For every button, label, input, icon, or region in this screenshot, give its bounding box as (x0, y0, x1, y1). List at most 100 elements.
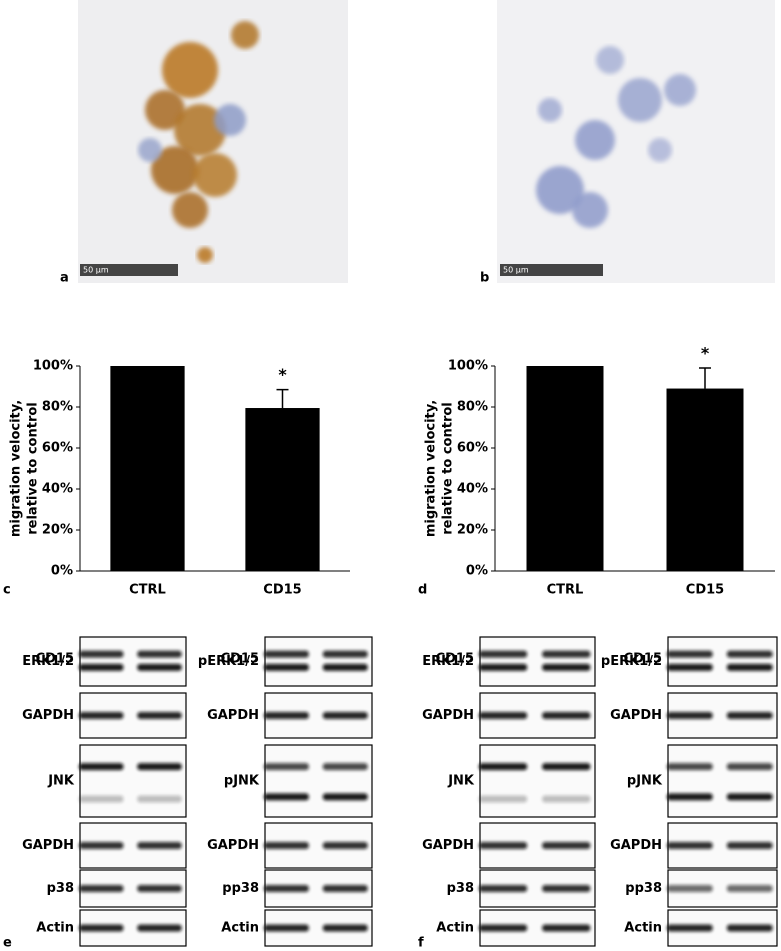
scale-bar-label: 50 µm (83, 266, 109, 275)
blot-band (322, 650, 368, 658)
blot-band (478, 885, 528, 892)
blot-band (666, 885, 713, 892)
error-bar (699, 367, 711, 389)
blot-row-label: JNK (447, 774, 475, 789)
blot-band (726, 842, 773, 849)
cell (572, 192, 608, 228)
blot-frame (264, 744, 373, 818)
blot-band (478, 763, 528, 771)
x-tick-label: CTRL (129, 583, 166, 598)
blot-band (78, 885, 124, 892)
blot-band (478, 663, 528, 671)
cell (145, 90, 185, 130)
blot-band (666, 763, 713, 771)
y-tick-label: 40% (457, 482, 488, 497)
blot-band (263, 885, 309, 892)
blot-band (666, 663, 713, 671)
significance-mark: * (278, 365, 287, 384)
x-tick-label: CD15 (263, 583, 301, 598)
blot-band (726, 885, 773, 892)
blot-row-label: GAPDH (22, 708, 74, 723)
blot-band (263, 712, 309, 719)
blot-frame (79, 636, 187, 687)
blot-band (137, 712, 182, 719)
y-tick-label: 0% (51, 564, 73, 579)
blot-band (542, 795, 591, 803)
blot-row-label: p38 (447, 881, 474, 896)
blot-band (478, 795, 528, 803)
blot-band (78, 842, 124, 849)
blot-band (263, 663, 309, 671)
cell (538, 98, 562, 122)
blot-band (137, 763, 182, 771)
bar (666, 388, 744, 571)
blot-band (542, 712, 591, 719)
blot-row-label: GAPDH (207, 708, 259, 723)
blot-band (78, 712, 124, 719)
cell (151, 146, 199, 194)
blot-band (322, 663, 368, 671)
blot-band (322, 885, 368, 892)
cell (138, 138, 162, 162)
blot-row-label: GAPDH (610, 708, 662, 723)
blot-band (322, 712, 368, 719)
blot-row-label: ERK1/2 (22, 654, 74, 669)
cell (197, 247, 213, 263)
bar (110, 366, 185, 571)
blot-band (542, 763, 591, 771)
blot-band (263, 924, 309, 932)
significance-mark: * (701, 344, 710, 363)
blot-header: CD15 (221, 652, 259, 667)
cell (231, 21, 259, 49)
blot-band (137, 650, 182, 658)
cell (172, 192, 208, 228)
blot-row-label: Actin (436, 921, 474, 936)
panel-label: d (418, 583, 427, 598)
scale-bar-label: 50 µm (503, 266, 529, 275)
blot-row-label: GAPDH (422, 708, 474, 723)
blot-header: CD15 (36, 652, 74, 667)
blot-band (263, 793, 309, 801)
cell (162, 42, 218, 98)
cell (618, 78, 662, 122)
cell (596, 46, 624, 74)
y-tick-label: 60% (42, 441, 73, 456)
blot-row-label: pp38 (625, 881, 662, 896)
blot-band (542, 924, 591, 932)
blot-band (322, 763, 368, 771)
y-tick-label: 80% (42, 400, 73, 415)
y-tick-label: 0% (466, 564, 488, 579)
blot-row-label: pJNK (224, 774, 260, 789)
blot-band (78, 650, 124, 658)
cell (214, 104, 246, 136)
blot-band (137, 795, 182, 803)
cell (536, 166, 584, 214)
y-tick-label: 20% (457, 523, 488, 538)
cell (664, 74, 696, 106)
blot-row-label: ERK1/2 (422, 654, 474, 669)
error-bar (276, 388, 289, 409)
cell (648, 138, 672, 162)
bar (526, 366, 604, 571)
blot-band (542, 663, 591, 671)
blot-frame (479, 636, 596, 687)
blot-band (666, 650, 713, 658)
blot-band (726, 763, 773, 771)
blot-row-label: pERK1/2 (198, 654, 259, 669)
blot-frame (667, 636, 778, 687)
blot-row-label: GAPDH (22, 838, 74, 853)
blot-band (263, 650, 309, 658)
bar (245, 408, 320, 571)
blot-band (78, 795, 124, 803)
y-tick-label: 80% (457, 400, 488, 415)
blot-band (478, 924, 528, 932)
blot-band (322, 924, 368, 932)
scale-bar (80, 264, 178, 276)
blot-band (137, 842, 182, 849)
blot-row-label: GAPDH (610, 838, 662, 853)
blot-band (666, 842, 713, 849)
blot-band (263, 842, 309, 849)
blot-row-label: pp38 (222, 881, 259, 896)
panel-label: c (3, 583, 11, 598)
blot-row-label: GAPDH (422, 838, 474, 853)
